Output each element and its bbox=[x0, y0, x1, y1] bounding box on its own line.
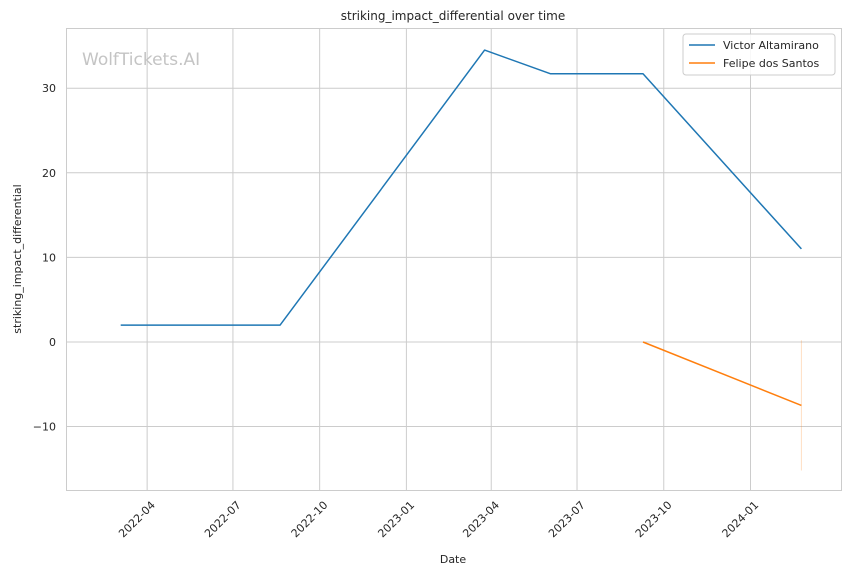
y-tick-label: 20 bbox=[42, 167, 56, 180]
y-tick-labels: −10 0 10 20 30 bbox=[33, 82, 56, 433]
y-tick-label: 30 bbox=[42, 82, 56, 95]
series-layer bbox=[120, 49, 802, 471]
chart-title: striking_impact_differential over time bbox=[341, 9, 566, 23]
legend-label-1: Felipe dos Santos bbox=[723, 57, 820, 70]
y-tick-label: 0 bbox=[49, 336, 56, 349]
plot-frame bbox=[66, 28, 842, 491]
y-tick-label: 10 bbox=[42, 251, 56, 264]
y-axis-label: striking_impact_differential bbox=[11, 184, 24, 333]
series-line-1 bbox=[642, 341, 802, 407]
legend-frame bbox=[682, 33, 836, 76]
watermark: WolfTickets.AI bbox=[82, 50, 200, 70]
legend: Victor Altamirano Felipe dos Santos bbox=[682, 33, 836, 76]
legend-label-0: Victor Altamirano bbox=[723, 39, 819, 52]
series-line-0 bbox=[120, 49, 802, 326]
grid bbox=[67, 29, 841, 490]
x-axis-label: Date bbox=[440, 553, 467, 566]
y-tick-label: −10 bbox=[33, 421, 56, 434]
